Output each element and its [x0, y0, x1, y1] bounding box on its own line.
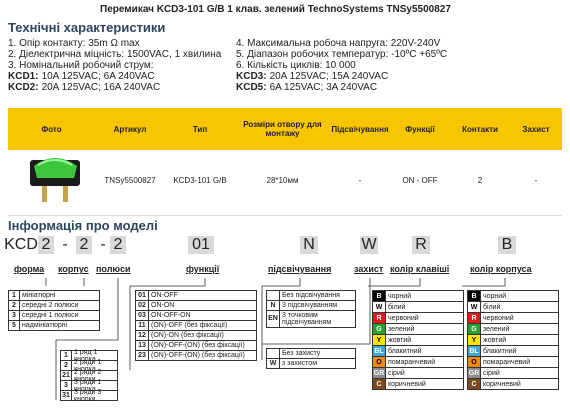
spec-line: 1. Опір контакту: 35m Ω max [8, 38, 140, 49]
table-cell: 28*10мм [266, 175, 299, 185]
item-label: 3 точковим підсвічуванням [279, 310, 356, 328]
code-part: R [412, 236, 430, 254]
item-label: 3 ряди 3 кнопки [71, 389, 118, 403]
table-cell: 2 [477, 175, 483, 185]
item-label: коричневий [480, 378, 559, 390]
code-part: - [100, 236, 106, 253]
item-label: (ON)-OFF-(ON) (без фіксації) [148, 350, 257, 361]
code-cell: 23 [135, 350, 149, 361]
code-part: KCD [4, 236, 38, 253]
code-part: W [360, 236, 378, 254]
table-cell: - [534, 175, 538, 185]
switch-photo [30, 158, 80, 202]
specs-heading: Технічні характеристики [8, 20, 166, 35]
model-text: 10A 125VAC; 6A 240VAC [41, 71, 155, 82]
code-part: 01 [188, 236, 214, 254]
row-rule [8, 215, 562, 216]
model-name: KCD3: [236, 71, 267, 82]
table-header: Захист [522, 124, 550, 134]
code-part: B [498, 236, 516, 254]
code-part: N [300, 236, 318, 254]
spec-line: 5. Діапазон робочих температур: -10ºC +6… [236, 49, 448, 60]
model-name: KCD5: [236, 82, 267, 93]
table-header: Контакти [462, 124, 498, 134]
spec-model: KCD2: 20A 125VAC; 16A 240VAC [8, 82, 160, 93]
code-part: 2 [38, 236, 54, 254]
spec-line: 4. Максимальна робоча напруга: 220V-240V [236, 38, 441, 49]
table-cell: KCD3-101 G/B [173, 175, 227, 185]
item-label: надмініатюрні [19, 320, 100, 331]
table-header: Підсвічування [331, 124, 389, 134]
code-label: полюси [96, 264, 131, 274]
code-cell: W [266, 358, 280, 369]
code-cell: C [372, 378, 386, 390]
model-heading: Інформація про моделі [8, 218, 158, 233]
table-cell: TNSy5500827 [104, 175, 156, 185]
model-text: 6A 125VAC; 3A 240VAC [269, 82, 378, 93]
spec-line: 3. Номінальний робочий струм: [8, 60, 154, 71]
model-name: KCD2: [8, 82, 39, 93]
table-header-bg [8, 108, 562, 150]
table-header: Розміри отвору для монтажу [243, 120, 322, 138]
code-label: підсвічування [268, 264, 332, 274]
code-part: 2 [110, 236, 126, 254]
code-cell: C [467, 378, 481, 390]
code-label: форма [14, 264, 45, 274]
model-text: 20A 125VAC; 15A 240VAC [269, 71, 389, 82]
spec-line: 2. Діелектрична міцність: 1500VAC, 1 хви… [8, 49, 222, 60]
code-part: - [62, 236, 68, 253]
model-text: 20A 125VAC; 16A 240VAC [41, 82, 161, 93]
spec-model: KCD5: 6A 125VAC; 3A 240VAC [236, 82, 377, 93]
item-label: коричневий [385, 378, 464, 390]
code-label: функції [186, 264, 220, 274]
spec-model: KCD1: 10A 125VAC; 6A 240VAC [8, 71, 155, 82]
item-label: з захистом [279, 358, 356, 369]
code-label: колір клавіші [390, 264, 450, 274]
code-part: 2 [76, 236, 92, 254]
spec-model: KCD3: 20A 125VAC; 15A 240VAC [236, 71, 388, 82]
table-header: Тип [192, 124, 208, 134]
code-label: захист [354, 264, 384, 274]
table-cell: - [358, 175, 362, 185]
table-header: Артикул [113, 124, 147, 134]
code-cell: EN [266, 310, 280, 328]
table-cell: ON - OFF [402, 175, 438, 185]
code-label: колір корпуса [470, 264, 532, 274]
code-label: корпус [58, 264, 89, 274]
spec-line: 6. Кількість циклів: 10 000 [236, 60, 356, 71]
table-header: Функції [405, 124, 435, 134]
table-header: Фото [41, 124, 62, 134]
title: Перемикач KCD3-101 G/B 1 клав. зелений T… [100, 4, 451, 15]
model-name: KCD1: [8, 71, 39, 82]
